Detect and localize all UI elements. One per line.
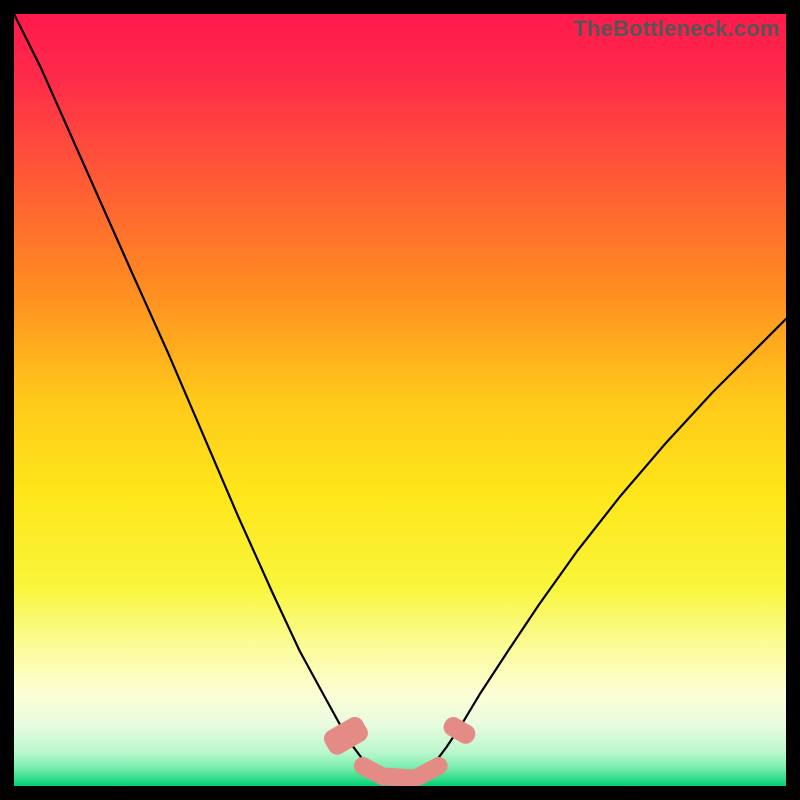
gradient-background (14, 14, 786, 786)
bottleneck-chart (14, 14, 786, 786)
chart-frame: TheBottleneck.com (0, 0, 800, 800)
